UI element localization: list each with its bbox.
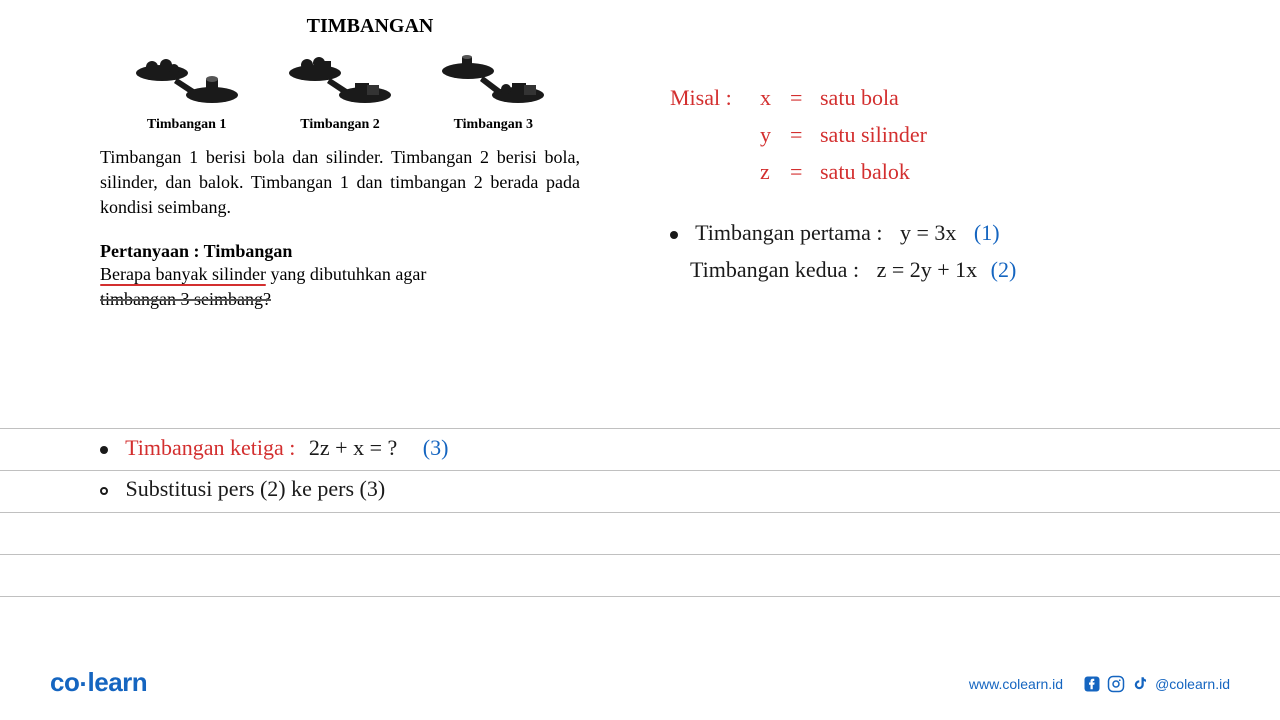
- misal-eq-2: =: [790, 154, 820, 189]
- misal-eq-1: =: [790, 117, 820, 152]
- instagram-icon: [1107, 675, 1125, 693]
- bottom-label-1: Substitusi pers (2) ke pers (3): [126, 476, 386, 501]
- logo: co·learn: [50, 667, 147, 700]
- scale-2-icon: [285, 53, 395, 113]
- logo-pre: co: [50, 667, 79, 697]
- scale-2: Timbangan 2: [285, 53, 395, 133]
- main-title: TIMBANGAN: [160, 15, 580, 38]
- eq-label-1: Timbangan kedua :: [690, 257, 859, 282]
- bottom-line-2: Substitusi pers (2) ke pers (3): [100, 471, 1180, 506]
- eq-ref-1: (2): [991, 257, 1017, 282]
- bullet-icon: [670, 231, 678, 239]
- scale-1: Timbangan 1: [132, 53, 242, 133]
- eq-ref-0: (1): [974, 220, 1000, 245]
- bottom-line-1: Timbangan ketiga : 2z + x = ? (3): [100, 430, 1180, 465]
- eq-line-1: Timbangan pertama : y = 3x (1): [670, 215, 1200, 250]
- bottom-label-0: Timbangan ketiga :: [125, 435, 295, 460]
- misal-desc-1: satu silinder: [820, 117, 927, 152]
- footer: co·learn www.colearn.id @colearn.id: [0, 667, 1280, 700]
- scale-3: Timbangan 3: [438, 53, 548, 133]
- misal-block: Misal : x = satu bola y = satu silinder …: [670, 80, 1200, 190]
- bullet-outline-icon: [100, 487, 108, 495]
- scale-1-icon: [132, 53, 242, 113]
- question-label: Pertanyaan : Timbangan: [100, 241, 580, 262]
- eq-label-0: Timbangan pertama :: [695, 220, 882, 245]
- misal-var-1: y: [760, 117, 790, 152]
- facebook-icon: [1083, 675, 1101, 693]
- eq-line-2: Timbangan kedua : z = 2y + 1x (2): [690, 252, 1200, 287]
- scale-1-label: Timbangan 1: [147, 117, 227, 133]
- eq-eq-1: z = 2y + 1x: [877, 257, 978, 282]
- misal-label: Misal :: [670, 80, 760, 115]
- bullet-icon: [100, 446, 108, 454]
- bottom-eq-0: 2z + x = ?: [309, 435, 397, 460]
- misal-var-0: x: [760, 80, 790, 115]
- tiktok-icon: [1131, 675, 1149, 693]
- social-icons: @colearn.id: [1083, 675, 1230, 693]
- problem-panel: TIMBANGAN Timbangan 1: [100, 15, 580, 312]
- misal-var-2: z: [760, 154, 790, 189]
- misal-eq-0: =: [790, 80, 820, 115]
- question-rest1: yang dibutuhkan agar: [266, 264, 426, 284]
- bottom-ref-0: (3): [423, 435, 449, 460]
- misal-desc-0: satu bola: [820, 80, 899, 115]
- eq-eq-0: y = 3x: [900, 220, 956, 245]
- scale-3-label: Timbangan 3: [454, 117, 534, 133]
- footer-url: www.colearn.id: [969, 676, 1063, 692]
- scales-row: Timbangan 1 Timbangan 2: [100, 53, 580, 133]
- question-section: Pertanyaan : Timbangan Berapa banyak sil…: [100, 241, 580, 312]
- question-underlined: Berapa banyak silinder: [100, 264, 266, 284]
- logo-post: learn: [88, 667, 148, 697]
- question-line2: timbangan 3 seimbang?: [100, 287, 271, 312]
- bottom-section: Timbangan ketiga : 2z + x = ? (3) Substi…: [100, 430, 1180, 506]
- solution-panel: Misal : x = satu bola y = satu silinder …: [670, 80, 1200, 289]
- misal-desc-2: satu balok: [820, 154, 910, 189]
- question-text: Berapa banyak silinder yang dibutuhkan a…: [100, 262, 580, 287]
- footer-handle: @colearn.id: [1155, 676, 1230, 692]
- problem-paragraph: Timbangan 1 berisi bola dan silinder. Ti…: [100, 145, 580, 221]
- equations-block: Timbangan pertama : y = 3x (1) Timbangan…: [670, 215, 1200, 287]
- scale-2-label: Timbangan 2: [300, 117, 380, 133]
- scale-3-icon: [438, 53, 548, 113]
- footer-right: www.colearn.id @colearn.id: [969, 675, 1230, 693]
